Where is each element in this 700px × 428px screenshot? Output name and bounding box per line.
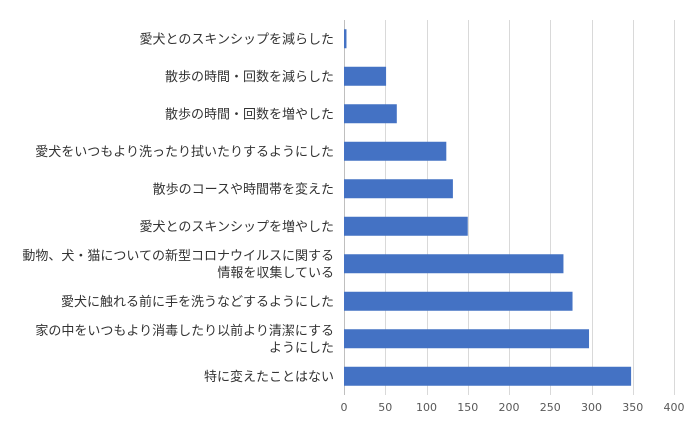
x-tick-label: 400: [664, 401, 685, 414]
x-axis-ticks: 0 50 100 150 200 250 300 350 400: [341, 401, 685, 414]
category-label: 動物、犬・猫についての新型コロナウイルスに関する: [22, 248, 334, 264]
bar: [344, 366, 632, 386]
category-label: 家の中をいつもより消毒したり以前より清潔にする: [35, 323, 334, 339]
x-tick-label: 200: [499, 401, 520, 414]
x-tick-label: 300: [581, 401, 602, 414]
x-tick-label: 50: [378, 401, 392, 414]
category-label: 情報を収集している: [217, 265, 334, 281]
bar: [344, 141, 447, 161]
category-label: 愛犬をいつもより洗ったり拭いたりするようにした: [35, 145, 334, 160]
bar: [344, 291, 573, 311]
bar: [344, 254, 564, 274]
bar: [344, 66, 387, 86]
bar: [344, 104, 397, 124]
x-tick-label: 0: [341, 401, 348, 414]
category-labels: 愛犬とのスキンシップを減らした散歩の時間・回数を減らした散歩の時間・回数を増やし…: [22, 31, 334, 385]
bar: [344, 29, 347, 49]
bar: [344, 329, 590, 349]
x-tick-label: 150: [457, 401, 478, 414]
x-tick-label: 350: [622, 401, 643, 414]
category-label: 愛犬とのスキンシップを増やした: [140, 220, 334, 235]
bar: [344, 179, 453, 199]
bars: [344, 29, 632, 386]
category-label: ようにした: [269, 341, 334, 356]
x-tick-label: 250: [540, 401, 561, 414]
category-label: 散歩の時間・回数を減らした: [165, 69, 334, 85]
category-label: 散歩の時間・回数を増やした: [165, 107, 334, 122]
category-label: 愛犬に触れる前に手を洗うなどするようにした: [61, 294, 334, 310]
category-label: 散歩のコースや時間帯を変えた: [153, 181, 334, 197]
category-label: 特に変えたことはない: [204, 369, 334, 385]
bar: [344, 216, 468, 236]
category-label: 愛犬とのスキンシップを減らした: [140, 31, 334, 47]
x-tick-label: 100: [416, 401, 437, 414]
